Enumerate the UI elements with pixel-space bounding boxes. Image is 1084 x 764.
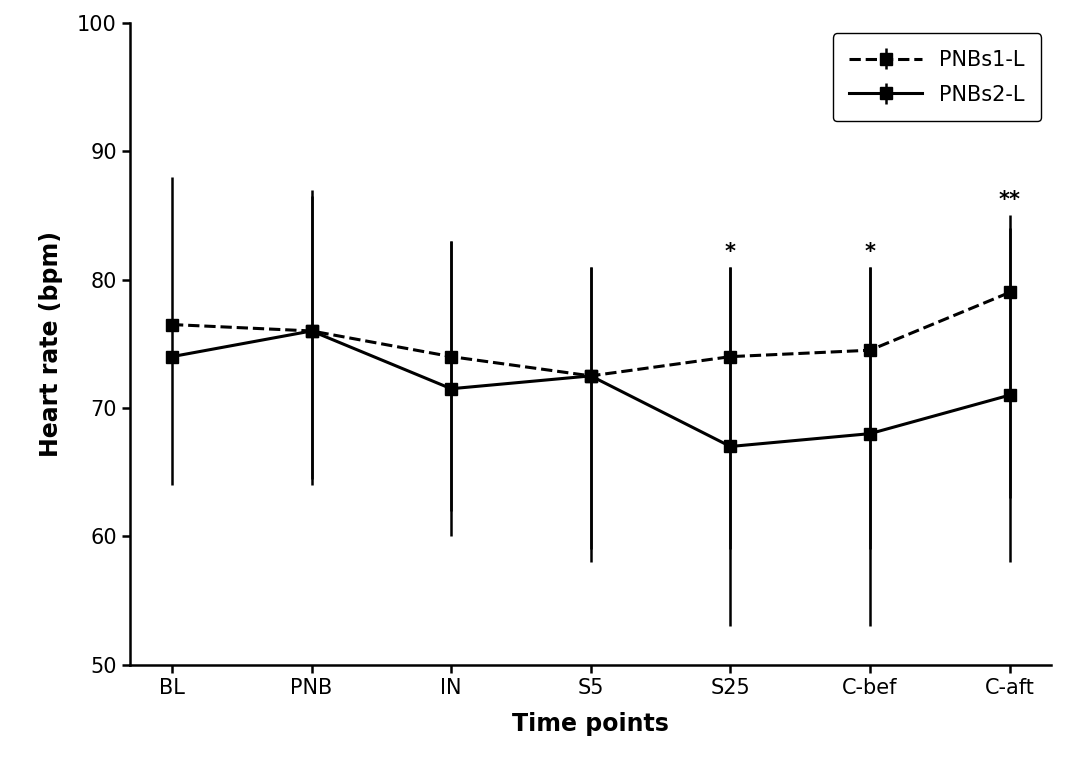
Y-axis label: Heart rate (bpm): Heart rate (bpm) (39, 231, 63, 457)
Text: **: ** (998, 190, 1021, 210)
Text: *: * (725, 241, 736, 261)
Text: *: * (865, 241, 876, 261)
X-axis label: Time points: Time points (513, 712, 669, 736)
Legend: PNBs1-L, PNBs2-L: PNBs1-L, PNBs2-L (833, 34, 1041, 121)
